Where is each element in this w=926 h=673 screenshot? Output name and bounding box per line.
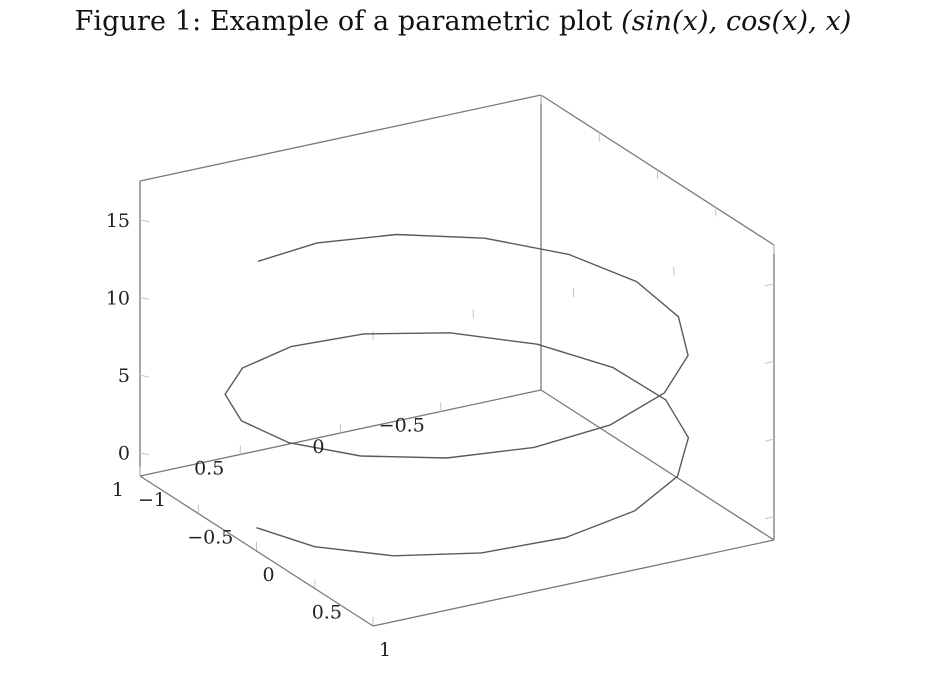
box-edge-back-floor-x [540,389,775,541]
z-tick-mark-right [764,283,775,287]
x-tick-label: −1 [138,489,166,511]
z-tick-mark [139,374,150,378]
caption-formula: (sin(x), cos(x), x) [621,6,852,37]
box-edge-front-floor-x [139,475,374,627]
y-tick-label: 1 [112,479,124,501]
z-tick-mark-right [764,516,775,520]
plot-box-front [139,475,775,627]
caption-prefix: Figure 1: [74,6,202,37]
x-tick-label: 1 [379,639,391,661]
figure-caption: Figure 1: Example of a parametric plot (… [0,6,926,37]
z-tick-label: 10 [106,287,130,309]
y-tick-label: 0.5 [194,458,224,480]
z-tick-mark [139,219,150,223]
box-edge-top-y [139,94,542,182]
y-tick-label: 0 [312,436,324,458]
x-tick-label: 0 [262,564,274,586]
helix-curve [224,233,690,557]
caption-text: Example of a parametric plot [209,6,613,37]
axis-tick-marks [139,95,775,626]
z-tick-mark [139,452,150,456]
z-tick-mark-right [764,438,775,442]
z-tick-label: 0 [118,443,130,465]
x-tick-label: −0.5 [187,527,233,549]
box-edge-front-floor-y [372,539,775,627]
y-tick-label: −0.5 [379,415,425,437]
z-tick-mark [139,296,150,300]
helix-series-line [224,233,690,557]
z-tick-label: 5 [118,365,130,387]
z-tick-mark-right [764,360,775,364]
x-tick-label: 0.5 [312,602,342,624]
z-tick-label: 15 [106,210,130,232]
